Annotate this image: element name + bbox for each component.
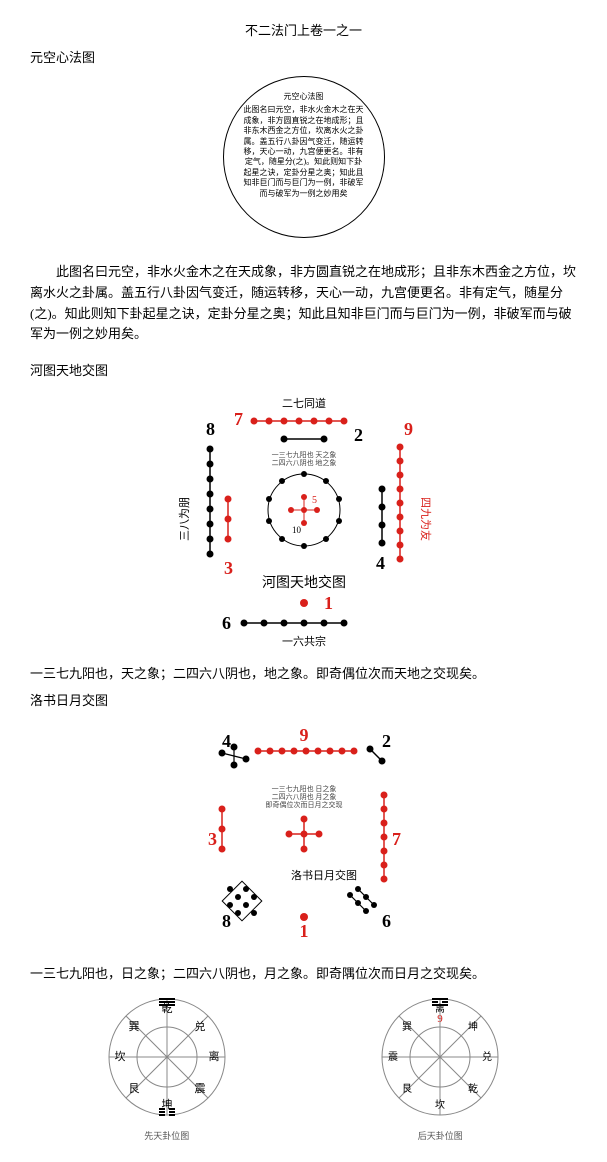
hetu-diagram: 二七同道 一六共宗 三八为朋 四九为友 7 2 8 3 9 4 6 1 5 10… (30, 389, 577, 653)
num-7: 7 (234, 409, 243, 429)
svg-text:艮: 艮 (128, 1082, 139, 1095)
svg-text:坤: 坤 (468, 1020, 478, 1033)
svg-text:巽: 巽 (128, 1020, 139, 1033)
svg-text:巽: 巽 (402, 1021, 412, 1033)
svg-text:坎: 坎 (435, 1098, 445, 1111)
ls-2: 2 (382, 731, 391, 751)
section1-body: 此图名曰元空，非水火金木之在天成象，非方圆直锐之在地成形；且非东木西金之方位，坎… (30, 262, 577, 345)
num-9: 9 (404, 419, 413, 439)
page-title: 不二法门上卷一之一 (30, 20, 577, 39)
hetu-bottom-label: 一六共宗 (282, 634, 326, 648)
svg-text:兑: 兑 (482, 1050, 492, 1063)
num-4: 4 (376, 553, 385, 573)
hetu-right-label: 四九为友 (419, 497, 433, 541)
section1-title: 元空心法图 (30, 47, 577, 66)
circle-inner-title: 元空心法图 (244, 92, 364, 102)
svg-text:震: 震 (194, 1082, 205, 1095)
svg-text:二四六八阴也 地之象: 二四六八阴也 地之象 (271, 458, 336, 467)
num-10: 10 (292, 525, 302, 535)
svg-text:一三七九阳也 日之象: 一三七九阳也 日之象 (271, 784, 336, 793)
bagua-row: 乾 兑 离 震 坤 艮 坎 巽 先天卦位图 (30, 992, 577, 1142)
ls-6: 6 (382, 911, 391, 931)
svg-text:兑: 兑 (194, 1019, 205, 1033)
svg-text:一三七九阳也 天之象: 一三七九阳也 天之象 (271, 450, 336, 459)
hetu-center-title: 河图天地交图 (262, 574, 346, 591)
num-5: 5 (312, 495, 317, 506)
section3-title: 洛书日月交图 (30, 690, 577, 709)
houtian-label: 后天卦位图 (375, 1129, 505, 1142)
xiantian-label: 先天卦位图 (102, 1129, 232, 1142)
num-2: 2 (354, 425, 363, 445)
num-3: 3 (224, 558, 233, 578)
svg-text:乾: 乾 (161, 1002, 172, 1015)
xiantian-bagua: 乾 兑 离 震 坤 艮 坎 巽 (102, 992, 232, 1122)
circle-inner-text: 此图名曰元空，非水火金木之在天成象，非方圆直锐之在地成形；且非东木西金之方位，坎… (244, 105, 364, 199)
section3-caption: 一三七九阳也，日之象；二四六八阴也，月之象。即奇隅位次而日月之交现矣。 (30, 963, 577, 982)
yuankong-circle-diagram: 元空心法图 此图名曰元空，非水火金木之在天成象，非方圆直锐之在地成形；且非东木西… (30, 76, 577, 242)
luoshu-diagram: 4 9 2 3 7 8 1 6 一三七九阳也 日之象 二四六八阴也 月之象 即奇… (30, 719, 577, 953)
num-8: 8 (206, 419, 215, 439)
svg-text:二四六八阴也 月之象: 二四六八阴也 月之象 (271, 792, 336, 801)
hetu-left-label: 三八为朋 (178, 497, 191, 541)
svg-text:艮: 艮 (402, 1083, 412, 1095)
houtian-bagua: 离 9 坤 兑 乾 坎 艮 震 巽 (375, 992, 505, 1122)
ls-1: 1 (299, 921, 308, 941)
num-1: 1 (324, 593, 333, 613)
section2-caption: 一三七九阳也，天之象；二四六八阴也，地之象。即奇偶位次而天地之交现矣。 (30, 663, 577, 682)
section2-title: 河图天地交图 (30, 360, 577, 379)
svg-text:震: 震 (388, 1051, 398, 1063)
num-6: 6 (222, 613, 231, 633)
ls-8: 8 (222, 911, 231, 931)
ls-3: 3 (208, 829, 217, 849)
hetu-top-label: 二七同道 (282, 396, 326, 410)
svg-text:坎: 坎 (114, 1050, 125, 1063)
svg-text:即奇偶位次而日月之交现: 即奇偶位次而日月之交现 (265, 800, 342, 809)
svg-text:9: 9 (438, 1013, 444, 1025)
ls-7: 7 (392, 829, 401, 849)
luoshu-center-title: 洛书日月交图 (291, 868, 357, 882)
ls-4: 4 (222, 731, 231, 751)
ls-9: 9 (299, 725, 308, 745)
svg-text:离: 离 (208, 1049, 219, 1063)
svg-text:乾: 乾 (468, 1082, 478, 1095)
